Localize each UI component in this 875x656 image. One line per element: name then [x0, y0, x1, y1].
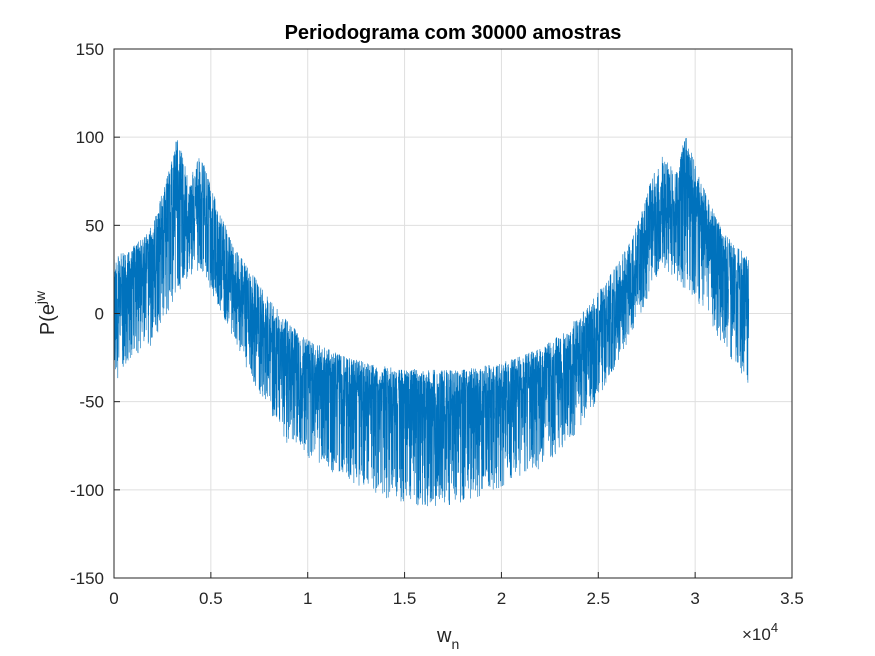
- chart-title: Periodograma com 30000 amostras: [285, 22, 622, 44]
- x-tick-label: 0.5: [199, 589, 223, 608]
- x-axis-exponent-power: 4: [771, 620, 778, 635]
- x-tick-label: 1: [303, 589, 312, 608]
- x-tick-label: 3.5: [780, 589, 804, 608]
- y-axis-label-group: P(ejw: [32, 290, 59, 335]
- y-axis-ticks: -150 -100 -50 0 50 100 150: [70, 40, 120, 588]
- x-tick-label: 3: [690, 589, 699, 608]
- y-tick-label: -50: [79, 393, 104, 412]
- x-axis-exponent: ×104: [742, 620, 778, 644]
- y-axis-label-main: P(e: [37, 304, 59, 335]
- x-axis-label: wn: [436, 625, 459, 652]
- y-axis-label-superscript: jw: [32, 290, 48, 305]
- y-tick-label: -100: [70, 481, 104, 500]
- x-tick-label: 2: [497, 589, 506, 608]
- y-tick-label: 100: [76, 128, 104, 147]
- y-axis-label: P(ejw: [32, 290, 59, 335]
- y-tick-label: 150: [76, 40, 104, 59]
- y-tick-label: 50: [85, 216, 104, 235]
- periodogram-trace: [113, 138, 750, 507]
- x-axis-ticks: 0 0.5 1 1.5 2 2.5 3 3.5: [109, 572, 804, 608]
- x-axis-label-subscript: n: [451, 636, 459, 652]
- y-tick-label: 0: [95, 305, 104, 324]
- y-tick-label: -150: [70, 569, 104, 588]
- data-series: [113, 138, 750, 507]
- x-axis-label-main: w: [436, 625, 452, 647]
- x-axis-exponent-base: ×10: [742, 625, 771, 644]
- x-tick-label: 1.5: [393, 589, 417, 608]
- x-tick-label: 2.5: [586, 589, 610, 608]
- x-tick-label: 0: [109, 589, 118, 608]
